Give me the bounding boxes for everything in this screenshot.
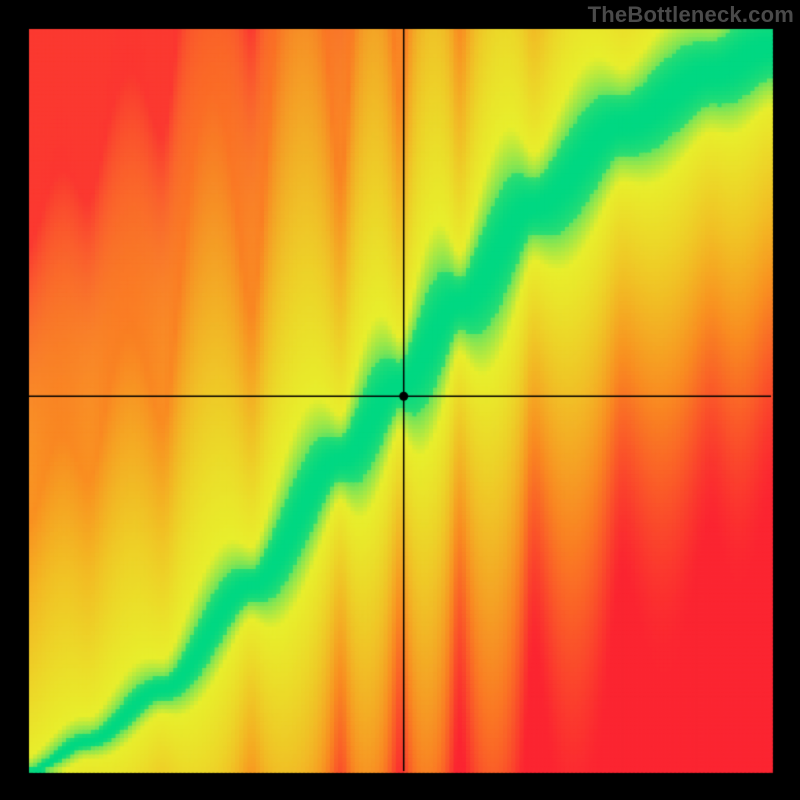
watermark-text: TheBottleneck.com (588, 2, 794, 28)
bottleneck-heatmap (0, 0, 800, 800)
